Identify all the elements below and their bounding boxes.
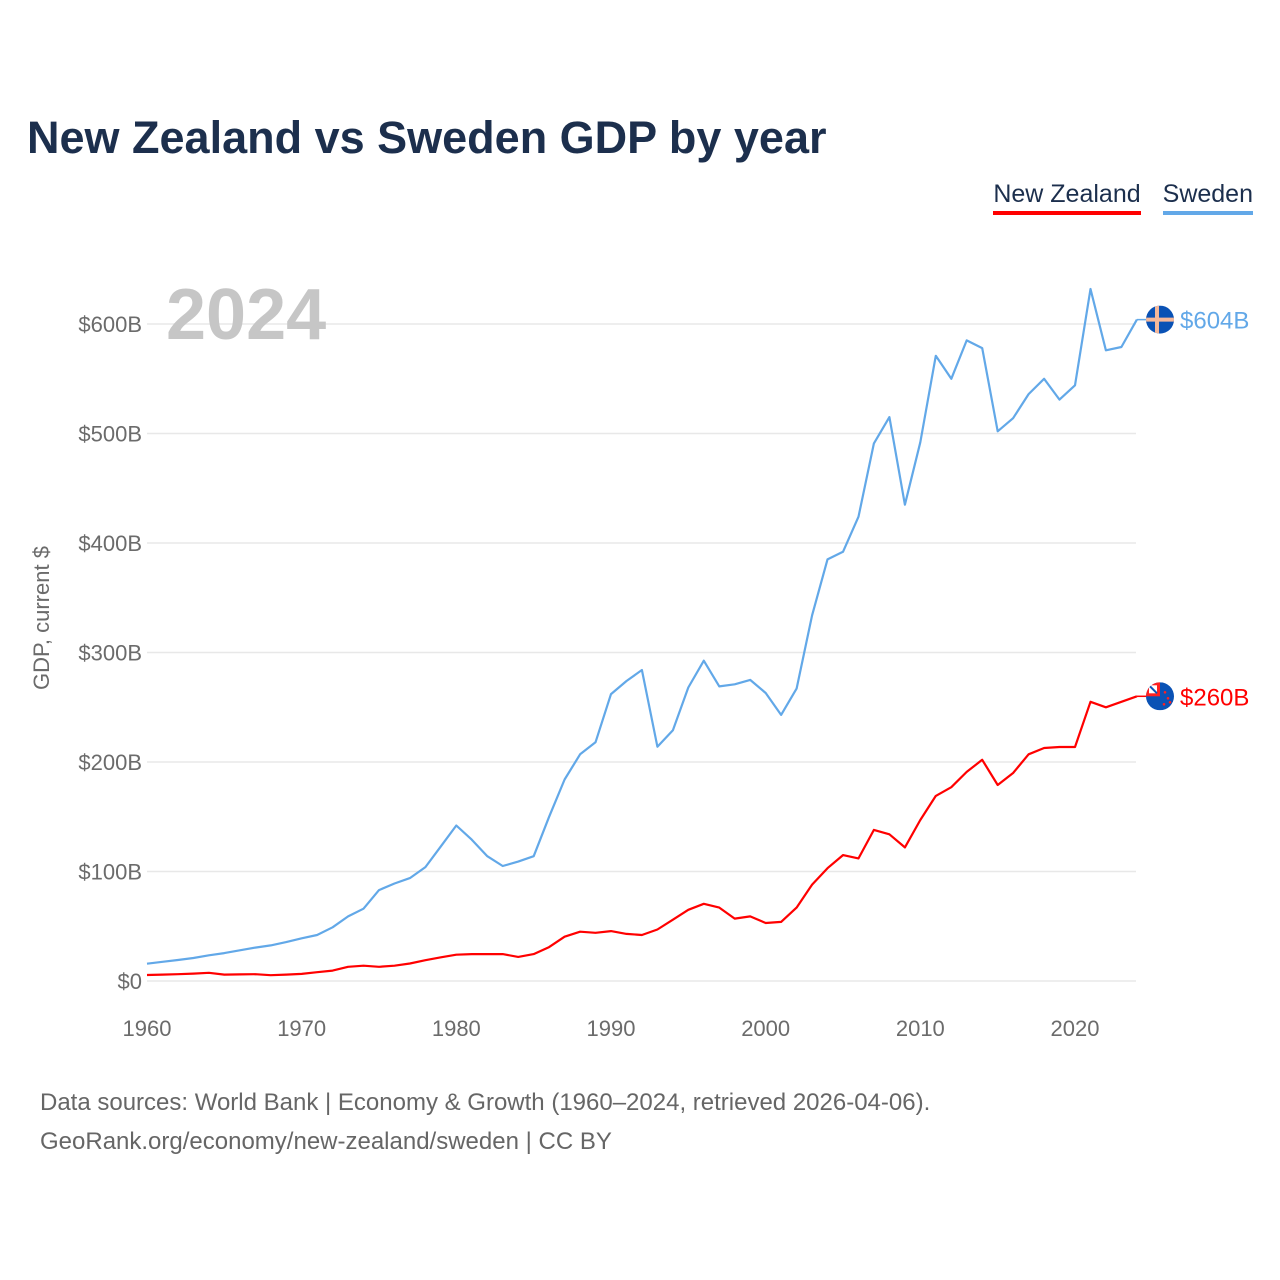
footer: Data sources: World Bank | Economy & Gro… xyxy=(40,1083,930,1161)
end-value-label: $260B xyxy=(1180,684,1249,711)
x-tick-label: 1990 xyxy=(587,1016,636,1041)
legend: New Zealand Sweden xyxy=(993,180,1253,215)
y-tick-label: $500B xyxy=(78,422,142,447)
y-tick-label: $100B xyxy=(78,860,142,885)
chart-title: New Zealand vs Sweden GDP by year xyxy=(27,112,827,163)
legend-item-sweden[interactable]: Sweden xyxy=(1162,180,1253,215)
end-value-label: $604B xyxy=(1180,308,1249,335)
y-tick-label: $300B xyxy=(78,641,142,666)
data-source-text: Data sources: World Bank | Economy & Gro… xyxy=(40,1089,931,1116)
y-tick-label: $400B xyxy=(78,531,142,556)
x-tick-label: 1970 xyxy=(277,1016,326,1041)
y-tick-label: $200B xyxy=(78,750,142,775)
series-line-new-zealand xyxy=(146,695,1138,977)
new-zealand-flag-icon xyxy=(1146,682,1174,711)
y-tick-label: $0 xyxy=(118,969,142,994)
y-axis-title: GDP, current $ xyxy=(29,546,54,690)
x-tick-label: 1960 xyxy=(123,1016,172,1041)
x-tick-label: 2000 xyxy=(741,1016,790,1041)
x-tick-label: 1980 xyxy=(432,1016,481,1041)
x-tick-label: 2020 xyxy=(1051,1016,1100,1041)
source-url-text: GeoRank.org/economy/new-zealand/sweden |… xyxy=(40,1128,612,1155)
sweden-flag-icon xyxy=(1146,305,1174,334)
x-tick-label: 2010 xyxy=(896,1016,945,1041)
y-tick-label: $600B xyxy=(78,312,142,337)
series-line-sweden xyxy=(146,287,1138,965)
current-year-label: 2024 xyxy=(166,275,326,355)
legend-item-new-zealand[interactable]: New Zealand xyxy=(993,180,1141,215)
